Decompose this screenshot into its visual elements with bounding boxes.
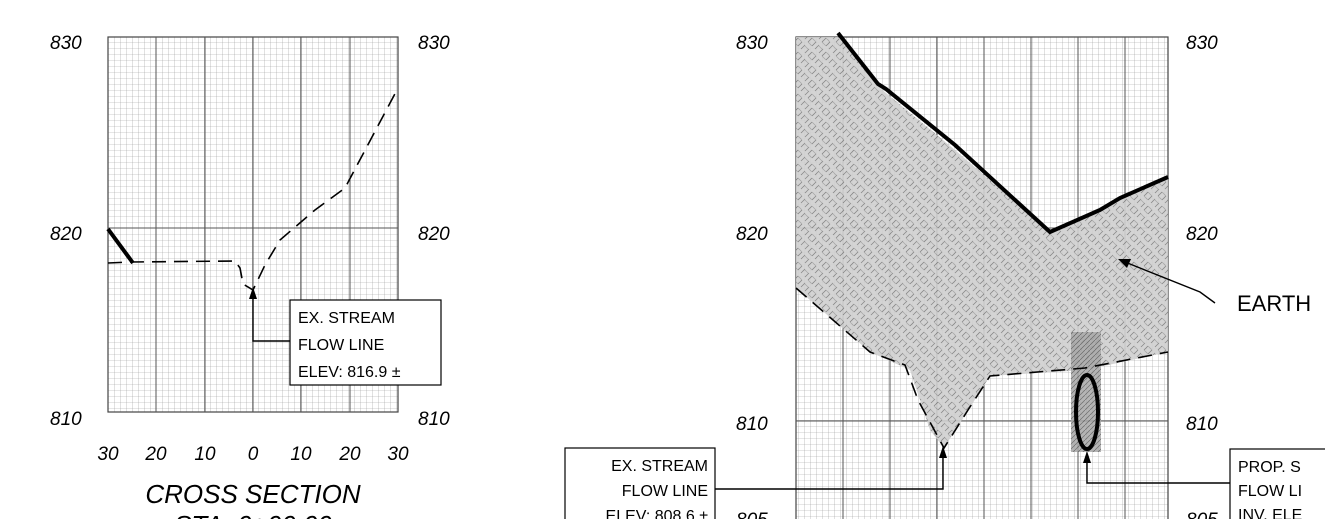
right-elev-830-right: 830 — [1186, 33, 1218, 54]
left-proposed-line — [106, 227, 135, 265]
right-elev-805-right: 805 — [1186, 510, 1218, 519]
left-elev-820-right: 820 — [418, 224, 450, 245]
right-right-callout-leader — [1086, 455, 1230, 484]
left-callout-box — [289, 299, 442, 386]
right-elev-830-left: 830 — [736, 33, 768, 54]
left-elev-810-right: 810 — [418, 409, 450, 430]
left-callout-line3: ELEV: 816.9 ± — [298, 364, 401, 381]
x-tick-label: 30 — [387, 444, 409, 465]
right-left-callout-line2: FLOW LINE — [622, 483, 708, 500]
right-right-callout-box — [1229, 448, 1325, 519]
left-section-panel: 830 820 810 830 820 810 30 20 10 0 10 20… — [50, 33, 450, 519]
right-elev-820-left: 820 — [736, 224, 768, 245]
left-subtitle: STA. 0+00.00 — [174, 510, 332, 519]
left-callout-line1: EX. STREAM — [298, 310, 395, 327]
right-left-callout-line1: EX. STREAM — [611, 458, 708, 475]
right-proposed-line — [836, 31, 1169, 235]
right-right-callout-line2: FLOW LI — [1238, 483, 1302, 500]
x-tick-label: 10 — [290, 444, 312, 465]
left-elev-830: 830 — [50, 33, 82, 54]
left-callout-line2: FLOW LINE — [298, 337, 384, 354]
earth-leader — [1124, 261, 1216, 304]
left-callout-leader — [252, 290, 290, 342]
x-tick-label: 0 — [248, 444, 259, 465]
earth-label: EARTH — [1237, 291, 1311, 316]
left-title: CROSS SECTION — [145, 479, 360, 509]
right-existing-ground-line — [795, 287, 1169, 450]
right-elev-810-left: 810 — [736, 414, 768, 435]
right-right-callout-line1: PROP. S — [1238, 459, 1301, 476]
right-section-panel: 830 820 810 805 830 820 810 805 EARTH EX… — [564, 31, 1325, 519]
proposed-pipe-ellipse — [1074, 373, 1100, 451]
right-right-callout-line3: INV. ELE — [1238, 507, 1302, 519]
x-tick-label: 10 — [194, 444, 216, 465]
left-elev-820: 820 — [50, 224, 82, 245]
right-left-callout-line3: ELEV: 808.6 ± — [606, 508, 709, 519]
right-right-callout-arrow — [1083, 451, 1091, 463]
x-tick-label: 20 — [338, 444, 361, 465]
right-left-callout-leader — [715, 450, 944, 490]
right-elev-820-right: 820 — [1186, 224, 1218, 245]
earth-arrow — [1118, 259, 1131, 268]
left-x-ticks: 30 20 10 0 10 20 30 — [97, 444, 409, 465]
right-left-callout-box — [564, 447, 716, 519]
x-tick-label: 20 — [144, 444, 167, 465]
right-left-callout-arrow — [939, 446, 947, 458]
left-elev-810: 810 — [50, 409, 82, 430]
x-tick-label: 30 — [97, 444, 119, 465]
right-elev-805-left: 805 — [736, 510, 768, 519]
left-elev-830-right: 830 — [418, 33, 450, 54]
left-callout-arrow — [249, 287, 257, 299]
right-elev-810-right: 810 — [1186, 414, 1218, 435]
